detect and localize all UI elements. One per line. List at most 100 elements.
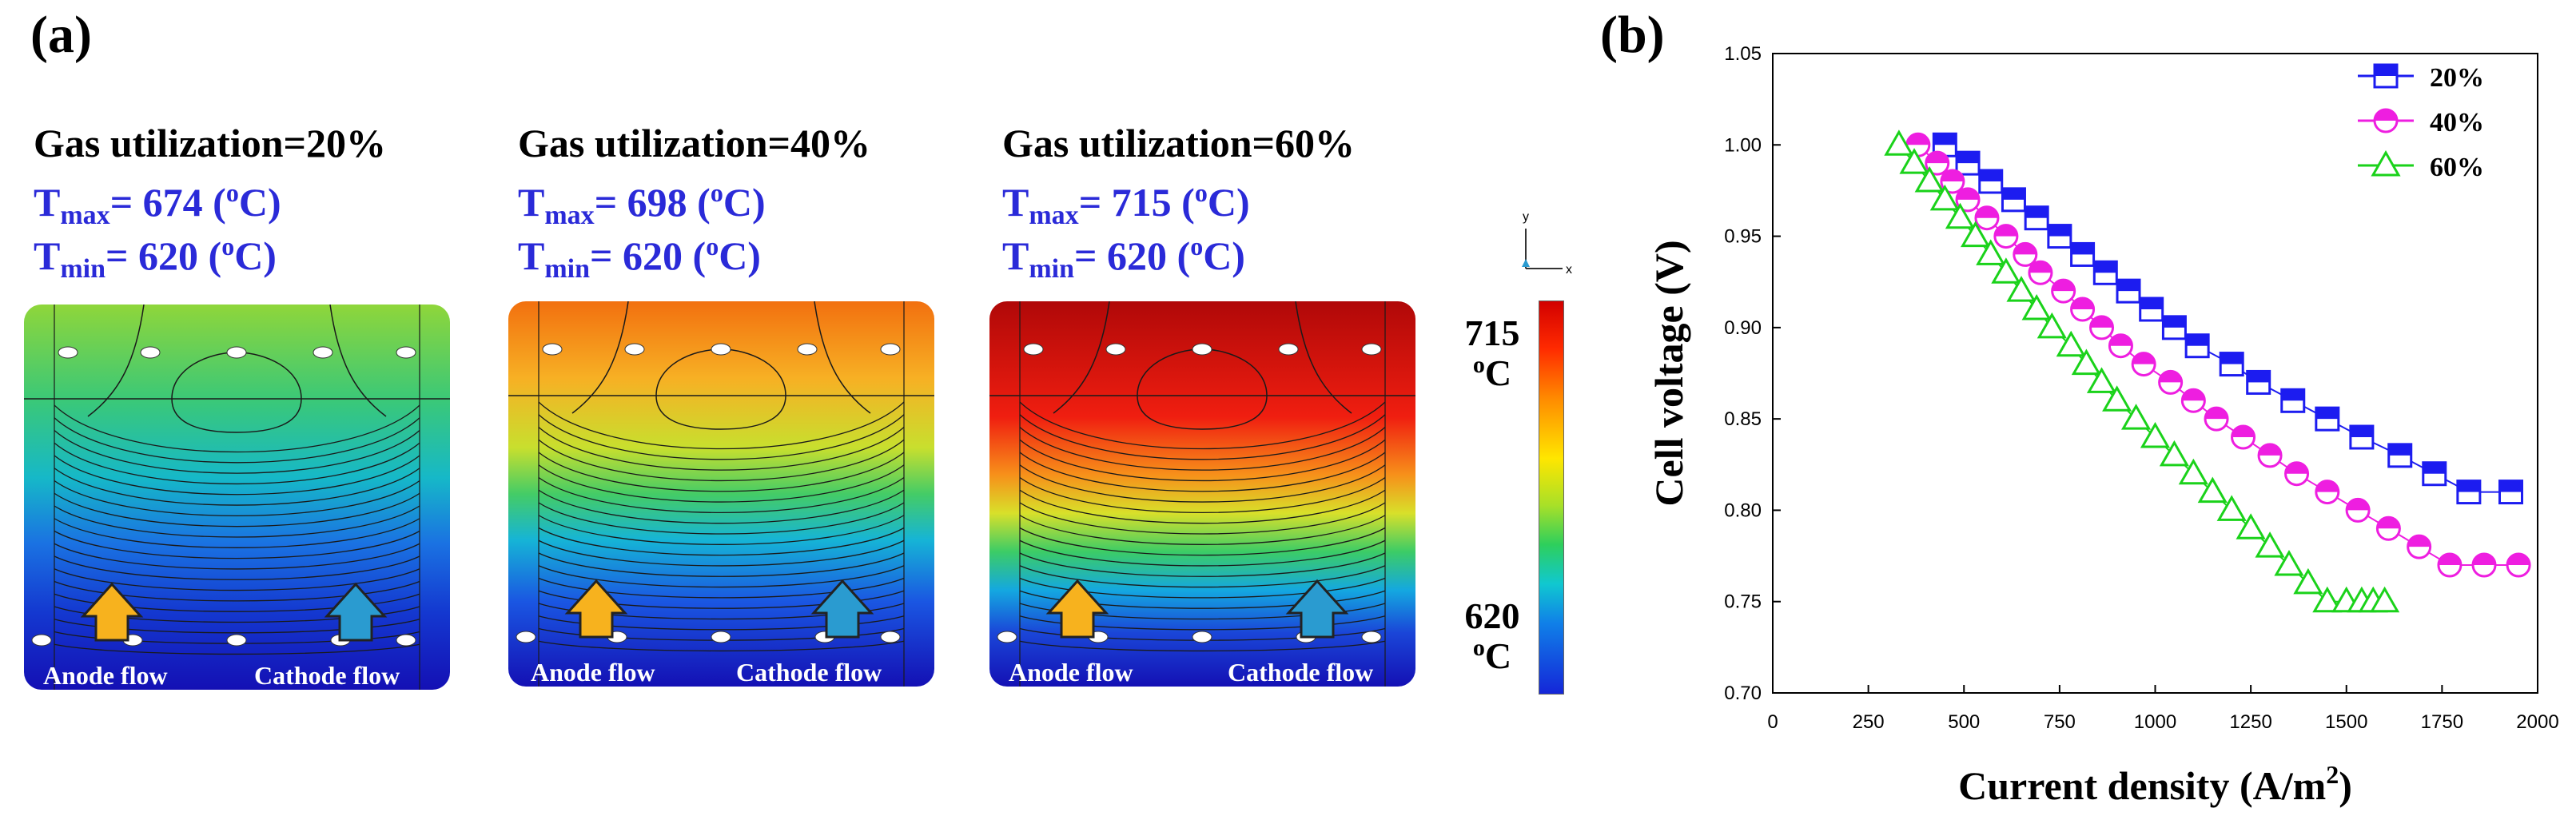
data-point-fill bbox=[2259, 444, 2282, 456]
gas-hole bbox=[624, 343, 645, 356]
data-point-fill bbox=[2377, 517, 2400, 529]
data-point-fill bbox=[2132, 352, 2156, 364]
data-point bbox=[2159, 440, 2190, 467]
isotherm-line bbox=[1019, 464, 1386, 503]
colorbar-max-label: 715 oC bbox=[1464, 312, 1520, 394]
data-point bbox=[2071, 348, 2101, 376]
data-point bbox=[1945, 202, 1976, 229]
isotherm-line bbox=[1019, 577, 1386, 599]
contour-plot bbox=[24, 305, 450, 690]
isotherm-line bbox=[538, 489, 905, 524]
isotherm-line bbox=[54, 580, 420, 602]
panel-a-label: (a) bbox=[30, 6, 92, 64]
isotherm-line bbox=[538, 565, 905, 588]
gas-hole bbox=[1192, 631, 1212, 643]
isotherm-line bbox=[538, 552, 905, 577]
gas-hole bbox=[1278, 343, 1299, 356]
temperature-map-60: Anode flow Cathode flow bbox=[989, 301, 1415, 687]
data-point bbox=[2120, 404, 2152, 430]
legend-marker-fill bbox=[2375, 109, 2397, 121]
y-axis-label: Cell voltage (V) bbox=[1646, 240, 1691, 506]
data-point-fill bbox=[1979, 170, 2002, 181]
isotherm-line bbox=[538, 515, 905, 545]
isotherm-line bbox=[538, 502, 905, 535]
gas-hole bbox=[226, 634, 247, 647]
temperature-colorbar bbox=[1539, 301, 1564, 695]
isotherm-line bbox=[54, 530, 420, 559]
data-point-fill bbox=[2109, 334, 2132, 346]
isotherm-line bbox=[538, 590, 905, 609]
gas-hole bbox=[226, 346, 247, 359]
isotherm-line bbox=[54, 442, 420, 484]
hot-spot-contour bbox=[171, 352, 302, 433]
isotherm-line bbox=[54, 505, 420, 538]
isotherm-line bbox=[538, 452, 905, 492]
gas-hole bbox=[396, 346, 416, 359]
isotherm-line bbox=[538, 414, 905, 460]
data-point bbox=[2293, 567, 2323, 595]
data-point bbox=[2236, 513, 2266, 539]
isotherm-line bbox=[54, 518, 420, 548]
isotherm-line bbox=[54, 543, 420, 570]
x-tick-label: 0 bbox=[1767, 711, 1778, 733]
data-point-fill bbox=[1994, 225, 2017, 237]
isotherm-line bbox=[54, 555, 420, 580]
legend-label: 40% bbox=[2430, 108, 2484, 137]
isotherm-line bbox=[1019, 489, 1386, 524]
isotherm-line bbox=[1019, 414, 1386, 460]
data-point-fill bbox=[2388, 444, 2411, 456]
data-point bbox=[1899, 148, 1929, 174]
panel-b-label: (b) bbox=[1600, 6, 1665, 64]
y-tick-label: 0.90 bbox=[1724, 317, 1762, 339]
y-tick-label: 0.95 bbox=[1724, 226, 1762, 248]
data-point-fill bbox=[1975, 206, 1998, 218]
anode-flow-label: Anode flow bbox=[43, 661, 168, 690]
data-point-fill bbox=[2315, 408, 2339, 420]
data-point-fill bbox=[2025, 206, 2048, 218]
isotherm-line bbox=[1019, 439, 1386, 481]
data-point bbox=[2197, 476, 2228, 504]
isotherm-line bbox=[1019, 401, 1386, 450]
cathode-arrow-icon bbox=[810, 579, 874, 639]
anode-arrow-icon bbox=[80, 582, 144, 642]
gas-hole bbox=[140, 346, 161, 359]
data-point-fill bbox=[2350, 426, 2373, 437]
data-point bbox=[2216, 495, 2247, 521]
gas-hole bbox=[880, 631, 901, 643]
series-60% bbox=[1884, 129, 2400, 613]
data-point-fill bbox=[2507, 554, 2530, 565]
voltage-current-chart: 0 250 500 750 1000 1250 1500 1750 2000 0.70 0.75 0.… bbox=[1646, 43, 2559, 808]
contour-line bbox=[571, 301, 871, 414]
data-point bbox=[2370, 586, 2400, 613]
gas-hole bbox=[516, 631, 536, 643]
isotherm-line bbox=[54, 492, 420, 527]
legend-marker bbox=[2371, 149, 2401, 177]
gas-hole bbox=[711, 343, 731, 356]
data-point-fill bbox=[2438, 554, 2461, 565]
map2-tmax: Tmax= 698 (oC) bbox=[518, 178, 766, 230]
x-tick-label: 1000 bbox=[2134, 711, 2176, 733]
gas-hole bbox=[1361, 631, 1382, 643]
data-point-fill bbox=[2052, 280, 2075, 292]
data-point bbox=[1961, 221, 1991, 248]
x-tick-label: 1500 bbox=[2325, 711, 2367, 733]
isotherm-line bbox=[1019, 590, 1386, 609]
gas-hole bbox=[58, 346, 78, 359]
legend-marker-fill bbox=[2375, 65, 2397, 76]
gas-hole bbox=[880, 343, 901, 356]
data-point-fill bbox=[2205, 408, 2228, 420]
isotherm-line bbox=[538, 640, 905, 652]
anode-arrow-icon bbox=[1045, 579, 1109, 639]
y-tick-label: 0.85 bbox=[1724, 408, 1762, 430]
plot-frame bbox=[1772, 53, 2538, 694]
data-point-fill bbox=[2407, 535, 2431, 547]
triad-x-label: x bbox=[1566, 263, 1572, 273]
data-point bbox=[2056, 330, 2086, 357]
x-tick-label: 1250 bbox=[2229, 711, 2271, 733]
gas-hole bbox=[711, 631, 731, 643]
gas-hole bbox=[542, 343, 563, 356]
series-20% bbox=[1932, 132, 2524, 505]
isotherm-line bbox=[54, 619, 420, 634]
isotherm-line bbox=[54, 568, 420, 591]
isotherm-line bbox=[1019, 539, 1386, 567]
